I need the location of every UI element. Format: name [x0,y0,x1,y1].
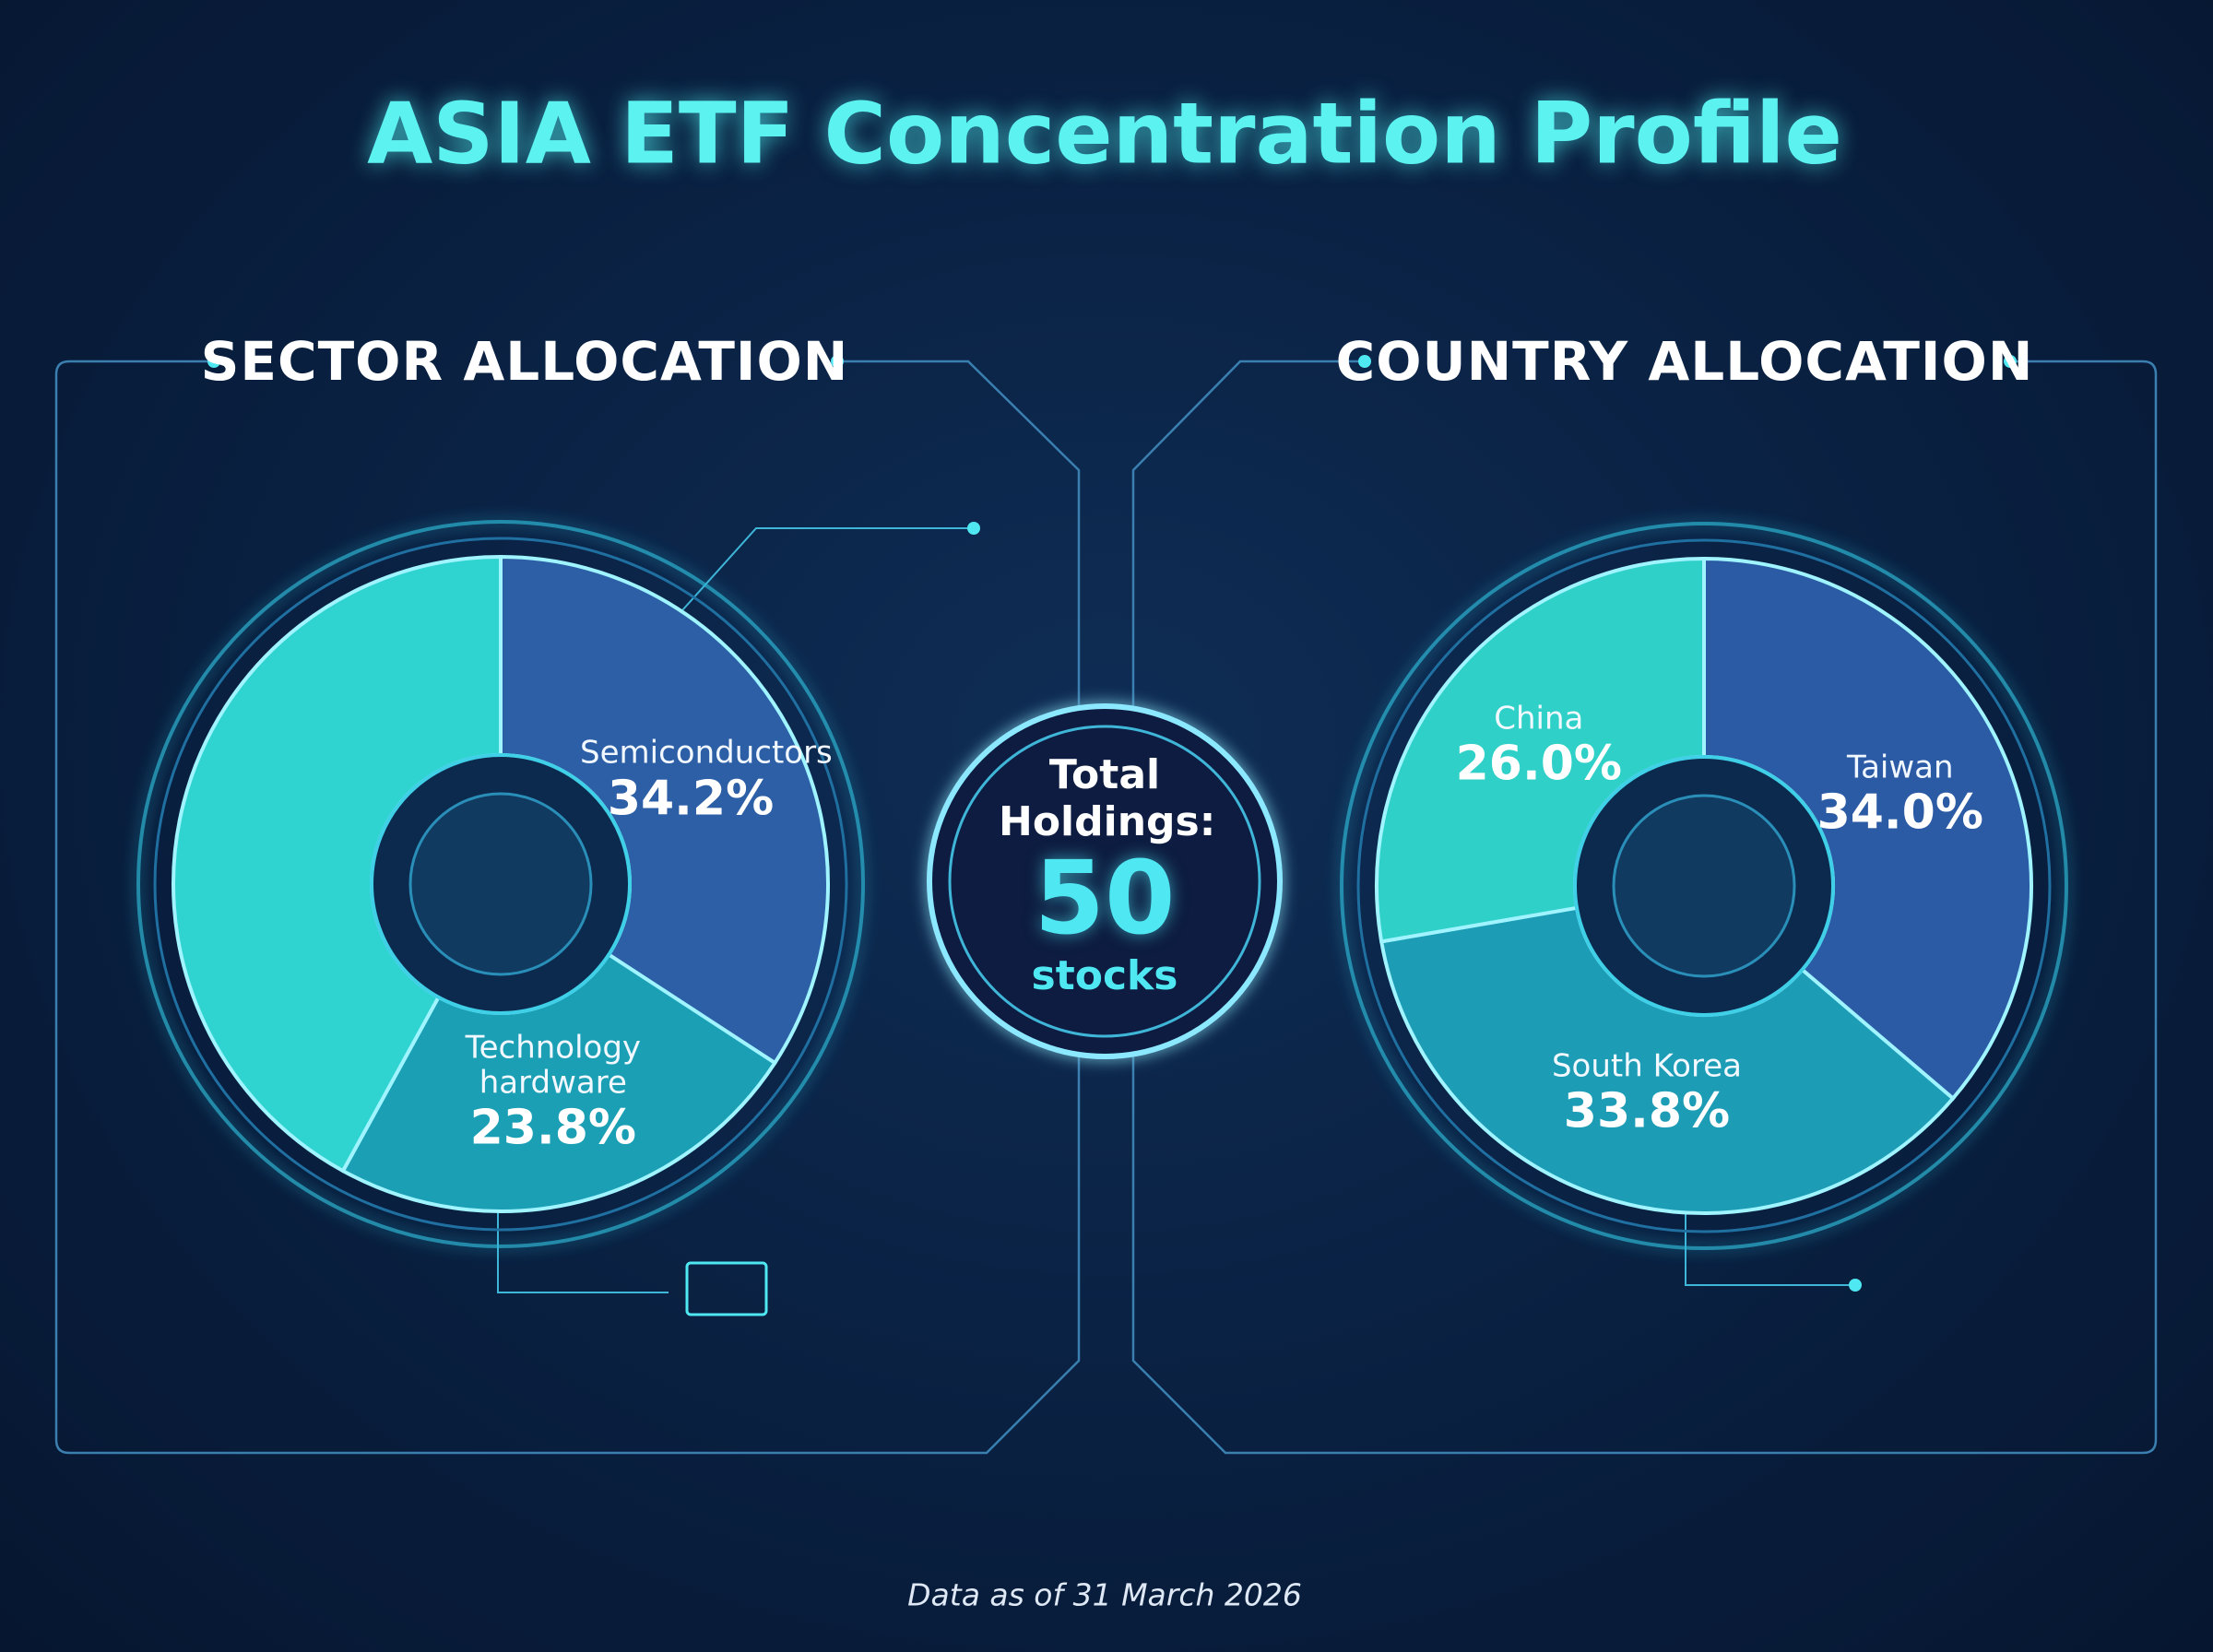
panel-frame [54,360,1081,1455]
slice-value: 34.2% [607,771,775,827]
page-title: ASIA ETF Concentration Profile [367,84,1842,183]
slice-label: Taiwan 34.0% [1817,749,1983,841]
holdings-value: 50 [1034,839,1176,958]
connector [1685,1208,1853,1286]
slice-value: 34.0% [1817,785,1983,841]
holdings-ring [948,725,1261,1038]
holdings-unit: stocks [1031,951,1178,999]
holdings-ring [927,703,1283,1059]
slice-value: 26.0% [1455,736,1622,792]
holdings: Total Holdings: 50 stocks [999,751,1216,999]
pie-halo [136,520,865,1248]
chart-title: COUNTRY ALLOCATION [1335,330,2034,393]
panel-frame [1131,360,2158,1455]
frame-dot [831,355,844,368]
slice-value: 33.8% [1563,1083,1731,1139]
slice-category: Semiconductors [580,734,833,772]
slice-label: South Korea 33.8% [1551,1047,1742,1139]
slice-label: China 26.0% [1455,700,1622,792]
holdings-label: Total Holdings: [999,751,1216,845]
connector [497,1208,669,1293]
slice-category: China [1494,700,1584,738]
connector-dot [1849,1279,1862,1292]
pie-core [1612,794,1796,978]
monitor-icon [685,1261,768,1316]
pie-halo [1340,522,2068,1250]
frame-dot [207,355,220,368]
chart-title: SECTOR ALLOCATION [200,330,849,393]
slice-category: South Korea [1551,1047,1742,1085]
slice-value: 23.8% [469,1100,637,1156]
pie-core [408,792,593,976]
slice-label: Technology hardware 23.8% [443,1029,664,1156]
slice-category: Taiwan [1846,749,1954,786]
connector-dot [967,522,980,535]
footnote: Data as of 31 March 2026 [907,1576,1302,1613]
frame-dot [2004,355,2017,368]
pie-halo [153,537,848,1232]
slice-category: Technology hardware [465,1029,642,1102]
pie-halo [1356,538,2052,1233]
frame-dot [1358,355,1371,368]
slice-label: Semiconductors 34.2% [580,734,833,827]
connector [681,527,974,611]
